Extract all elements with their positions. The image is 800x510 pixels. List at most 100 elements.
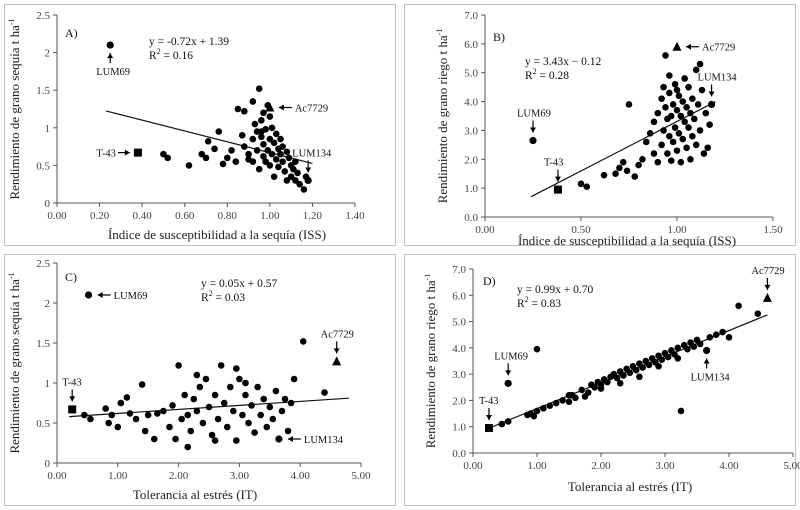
data-point-a	[164, 154, 171, 162]
data-point-b	[666, 89, 673, 97]
data-point-a	[249, 135, 257, 143]
data-point-c	[251, 429, 258, 436]
x-tick-label-c: 4.00	[291, 470, 311, 482]
data-point-a	[260, 141, 267, 148]
data-point-d	[540, 405, 547, 412]
y-tick-label-c: 2.5	[36, 258, 50, 270]
y-tick-label-c: 1.5	[36, 338, 50, 350]
marker-lum69-d	[504, 379, 512, 387]
regression-equation-b: y = 3.43x − 0.12	[525, 56, 601, 68]
chart-a: 0.00 0.20 0.40 0.60 0.80 1.00 1.20 1.40 0 0.5 1 1.5…	[7, 10, 365, 242]
arrowhead-t43-b	[554, 176, 561, 182]
data-point-b	[654, 158, 662, 166]
data-point-d	[498, 420, 506, 428]
annotation-ac7729-c: Ac7729	[321, 329, 354, 340]
data-point-c	[144, 411, 152, 419]
y-tick-label-d: 6.0	[452, 290, 466, 302]
data-point-b	[679, 98, 687, 105]
y-tick-label-b: 7.0	[464, 10, 478, 22]
data-point-c	[254, 383, 261, 391]
x-axis-label-c: Tolerancia al estrés (IT)	[133, 487, 257, 502]
x-tick-label-d: 4.00	[719, 460, 739, 472]
data-point-b	[664, 150, 671, 157]
data-point-b	[696, 60, 704, 68]
data-point-a	[241, 143, 248, 150]
data-point-b	[685, 124, 692, 131]
data-point-d	[632, 366, 640, 374]
data-point-c	[233, 365, 240, 372]
data-point-d	[533, 407, 541, 415]
data-point-a	[262, 158, 269, 165]
data-point-a	[219, 160, 227, 168]
y-axis-label-sup-a: -1	[7, 18, 16, 25]
data-point-b	[660, 127, 667, 134]
data-point-c	[117, 399, 125, 407]
y-tick-label-a: 2	[45, 48, 51, 60]
y-tick-label-a: 1.5	[36, 85, 50, 97]
data-point-a	[300, 186, 308, 193]
data-point-b	[683, 104, 690, 111]
annotation-lum134-d: LUM134	[691, 372, 731, 383]
data-point-b	[646, 130, 654, 137]
data-point-b	[658, 95, 665, 102]
data-point-c	[272, 387, 280, 395]
panel-label-b: B)	[493, 30, 505, 44]
data-point-a	[292, 158, 299, 165]
marker-ac7729-b	[672, 41, 682, 51]
regression-equation-a: y = -0.72x + 1.39	[149, 36, 229, 48]
r-squared-value-c: = 0.03	[213, 292, 246, 304]
data-point-c	[239, 411, 246, 419]
data-point-c	[202, 375, 210, 383]
data-point-b	[696, 127, 704, 134]
data-point-b	[673, 86, 681, 94]
data-point-d	[639, 364, 646, 371]
r-squared-value-a: = 0.16	[161, 50, 194, 62]
data-point-b	[683, 144, 690, 152]
y-tick-label-a: 0.5	[36, 160, 50, 172]
data-point-a	[245, 150, 252, 158]
y-tick-label-c: 1	[45, 378, 51, 390]
marker-lum69-c	[85, 291, 93, 299]
y-tick-label-d: 0.0	[452, 448, 466, 460]
data-point-a	[204, 138, 212, 145]
y-axis-label-sup-b: -1	[435, 29, 444, 36]
data-point-d	[626, 369, 634, 377]
data-point-a	[296, 180, 303, 188]
marker-t43-b	[553, 185, 562, 194]
y-tick-label-c: 0.5	[36, 418, 50, 430]
panel-label-d: D)	[483, 274, 496, 288]
data-point-a	[268, 124, 276, 132]
data-point-a	[275, 163, 282, 171]
y-tick-label-c: 2	[45, 298, 51, 310]
data-point-d	[504, 418, 512, 425]
data-point-a	[185, 162, 193, 169]
annotation-t43-d: T-43	[479, 396, 498, 407]
y-tick-label-b: 5.0	[464, 68, 478, 80]
arrowhead-lum134-a	[305, 167, 312, 173]
r-squared-exponent-d: 2	[525, 295, 529, 304]
data-point-c	[150, 435, 158, 443]
marker-ac7729-a	[265, 102, 275, 112]
data-point-c	[138, 381, 146, 388]
y-axis-label-a: Rendimiento de grano sequía t ha-1	[7, 18, 22, 199]
data-point-c	[208, 431, 216, 439]
data-point-a	[294, 169, 301, 177]
annotation-lum134-b: LUM134	[698, 72, 738, 83]
data-point-b	[660, 83, 667, 91]
data-point-d	[719, 328, 726, 336]
annotation-lum134-c: LUM134	[304, 435, 344, 446]
data-point-d	[754, 310, 762, 317]
data-point-b	[583, 183, 591, 190]
data-point-b	[692, 141, 700, 149]
data-point-d	[613, 374, 621, 382]
data-point-b	[679, 135, 687, 143]
data-point-c	[287, 399, 295, 407]
marker-lum134-b	[707, 100, 716, 109]
r-squared-c: R2 = 0.03	[201, 289, 245, 304]
data-point-b	[667, 112, 675, 120]
y-axis-label-sup-d: -1	[423, 274, 432, 281]
y-axis-label-text-b: Rendimiento de grano riego t ha	[435, 35, 450, 203]
data-point-b	[700, 150, 708, 157]
annotation-lum69-c: LUM69	[114, 291, 148, 302]
data-point-a	[285, 154, 293, 162]
